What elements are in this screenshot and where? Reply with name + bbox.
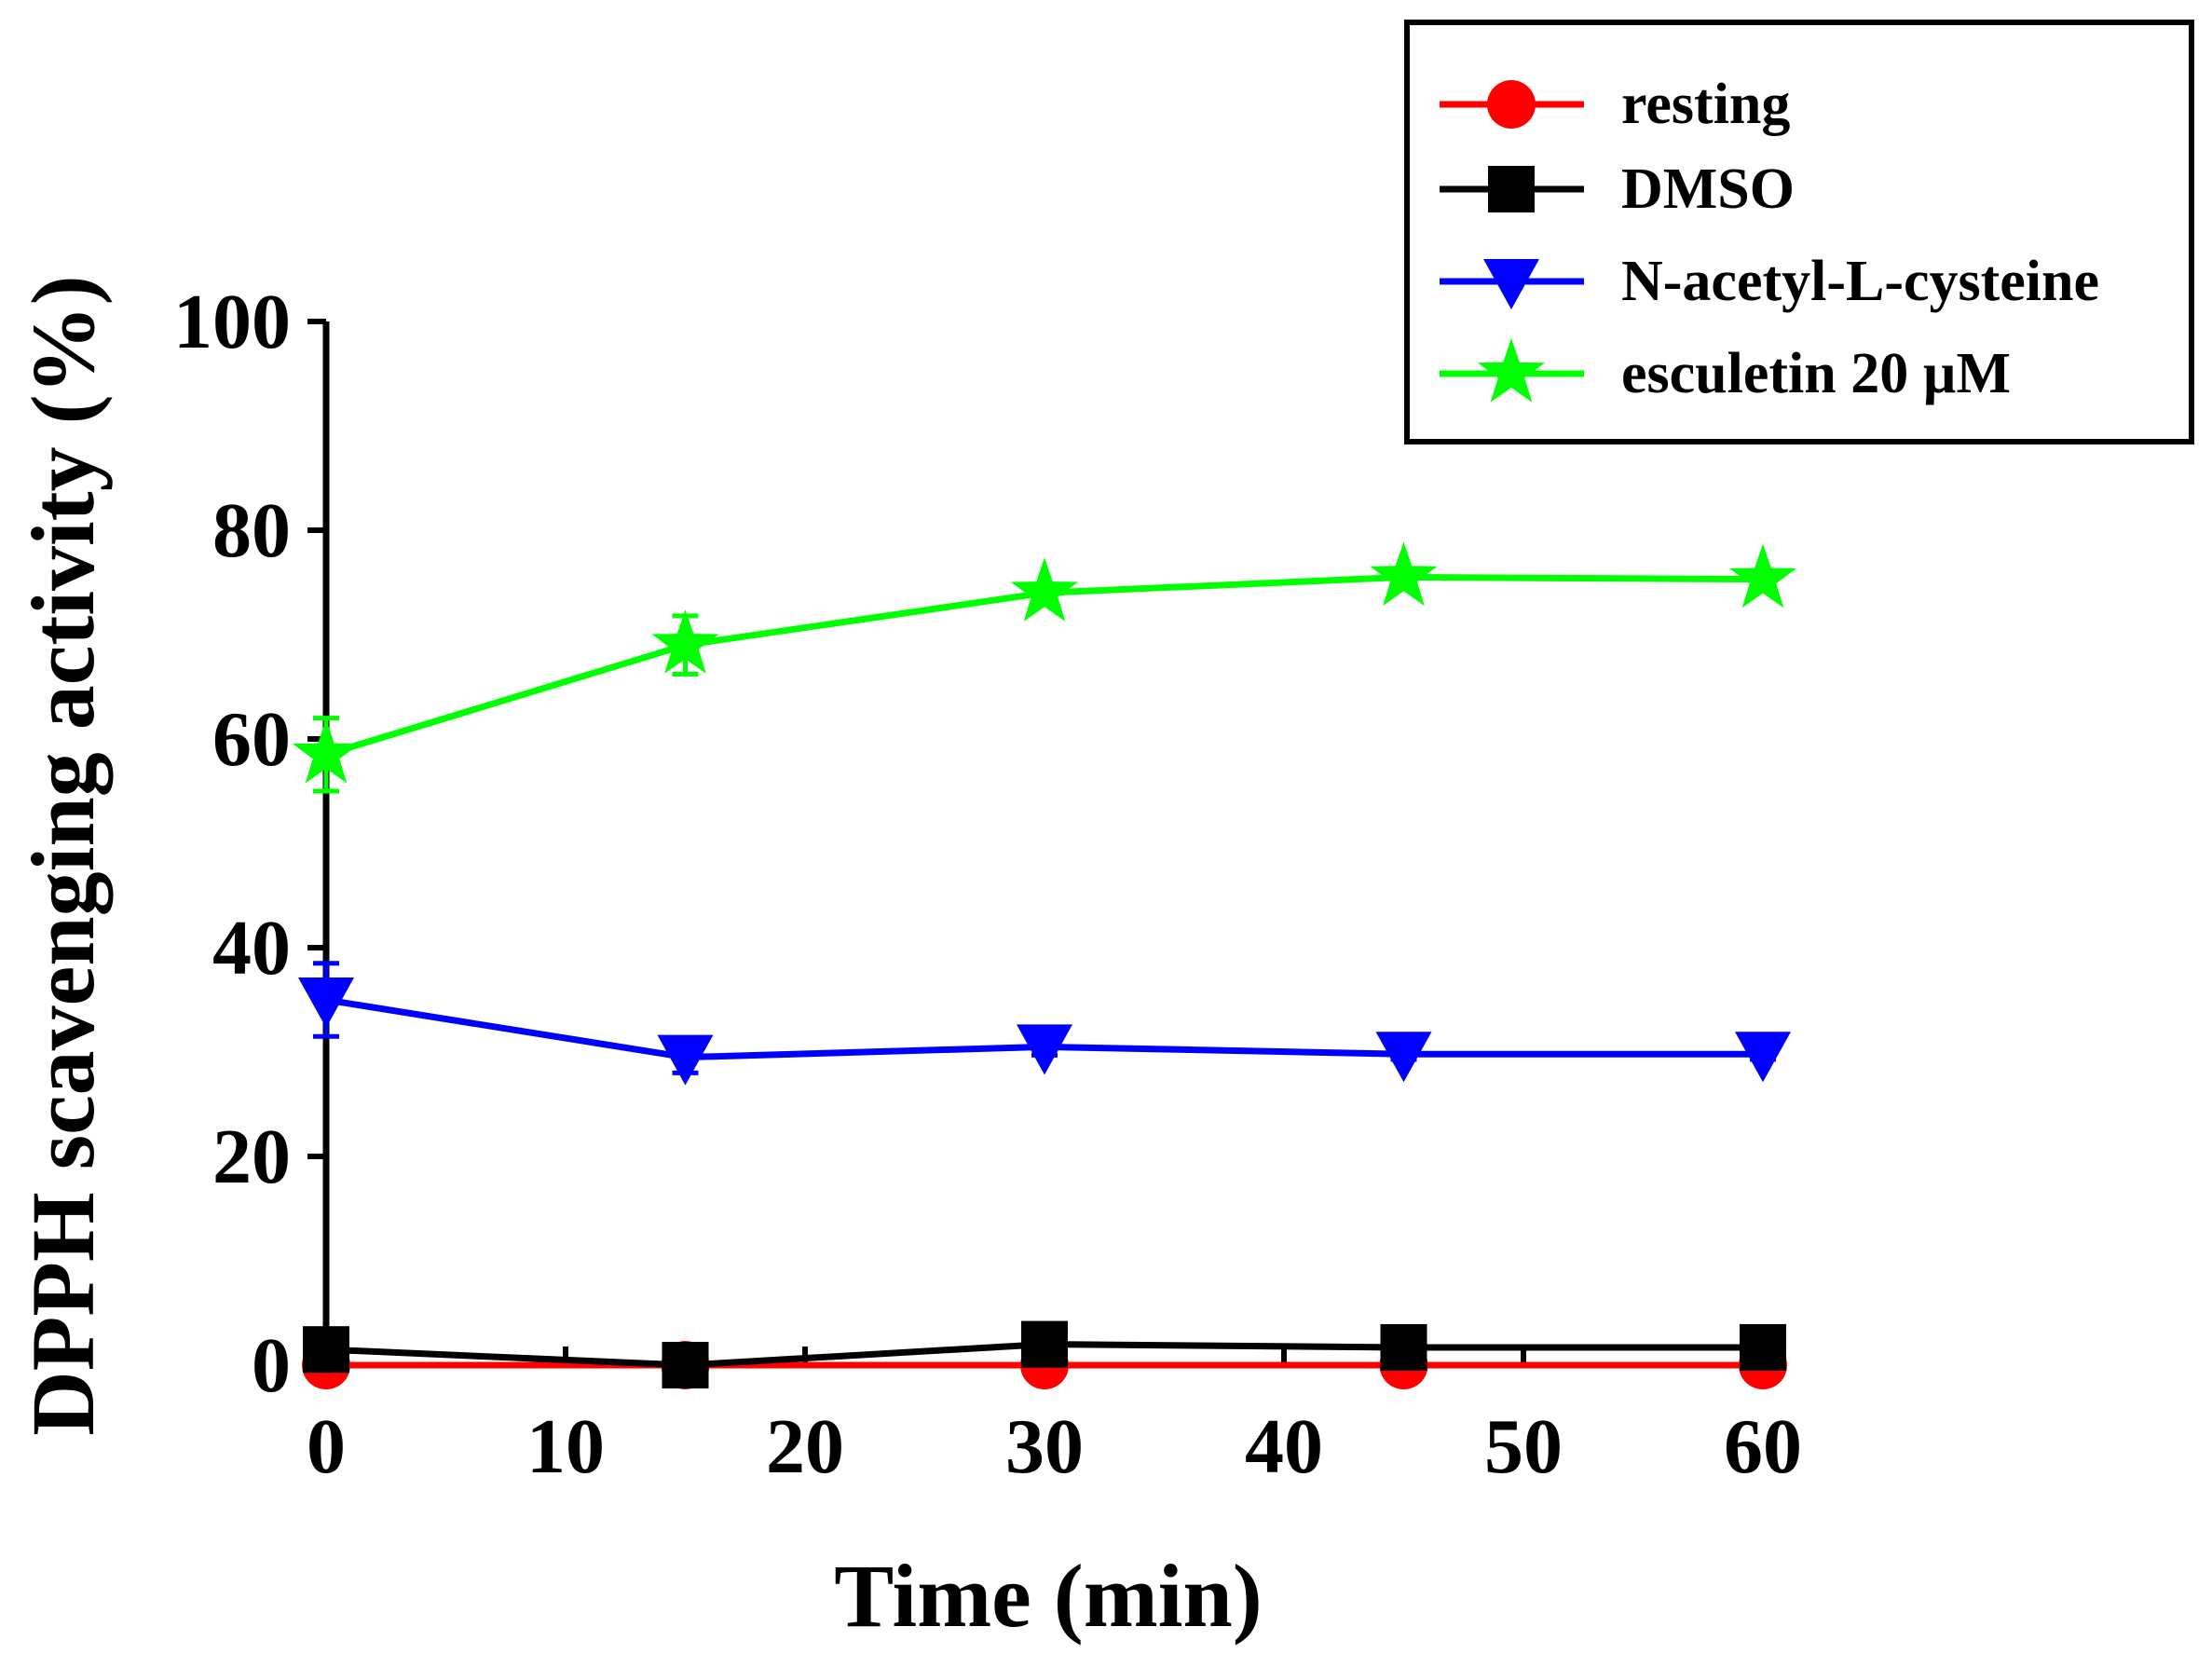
legend-label: DMSO [1621,157,1795,221]
legend-item: N-acetyl-L-cysteine [1440,250,2099,313]
data-point [1380,1323,1427,1371]
x-axis-title: Time (min) [834,1546,1263,1646]
y-tick-label: 80 [212,487,291,574]
y-tick-label: 60 [212,696,291,783]
data-point [292,718,361,784]
legend-marker [1487,80,1536,129]
data-point [1370,541,1438,607]
data-point [657,1034,714,1086]
x-tick-label: 10 [526,1403,605,1490]
y-tick-label: 40 [212,905,291,991]
data-point [1740,1323,1786,1371]
legend-item: resting [1440,73,1790,136]
y-tick-label: 20 [212,1114,291,1200]
y-tick-label: 100 [173,279,291,365]
legend-label: esculetin 20 µM [1621,342,2011,405]
series-esculetin-20-m [292,541,1797,794]
legend-item: DMSO [1440,157,1795,221]
x-tick-label: 40 [1245,1403,1323,1490]
axes: 0 20 40 60 80 100 0 10 20 30 40 50 60 [173,279,1802,1490]
data-point [1375,1032,1432,1083]
legend-marker [1488,166,1535,212]
series-dmso [303,1320,1786,1388]
x-tick-label: 50 [1484,1403,1563,1490]
data-point [662,1342,709,1388]
data-point [1735,1032,1791,1083]
series-n-acetyl-l-cysteine [298,961,1791,1086]
x-tick-label: 20 [766,1403,844,1490]
data-point [1021,1320,1068,1368]
data-point [303,1326,349,1374]
legend-label: N-acetyl-L-cysteine [1621,250,2099,313]
legend-label: resting [1621,73,1790,136]
x-tick-label: 60 [1724,1403,1802,1490]
data-point [651,609,719,674]
legend-marker [1477,338,1546,403]
legend-marker [1483,259,1539,309]
legend: resting DMSO N-acetyl-L-cysteine esculetin … [1404,20,2194,444]
y-axis-title: DPPH scavenging activity (%) [13,275,113,1435]
data-point [1017,1024,1072,1075]
data-point [1010,557,1079,622]
data-point [298,978,354,1028]
data-point [1728,543,1797,608]
y-tick-label: 0 [252,1322,291,1409]
series-layer [292,541,1797,1389]
x-tick-label: 30 [1005,1403,1084,1490]
legend-item: esculetin 20 µM [1440,338,2011,405]
x-tick-label: 0 [307,1403,346,1490]
